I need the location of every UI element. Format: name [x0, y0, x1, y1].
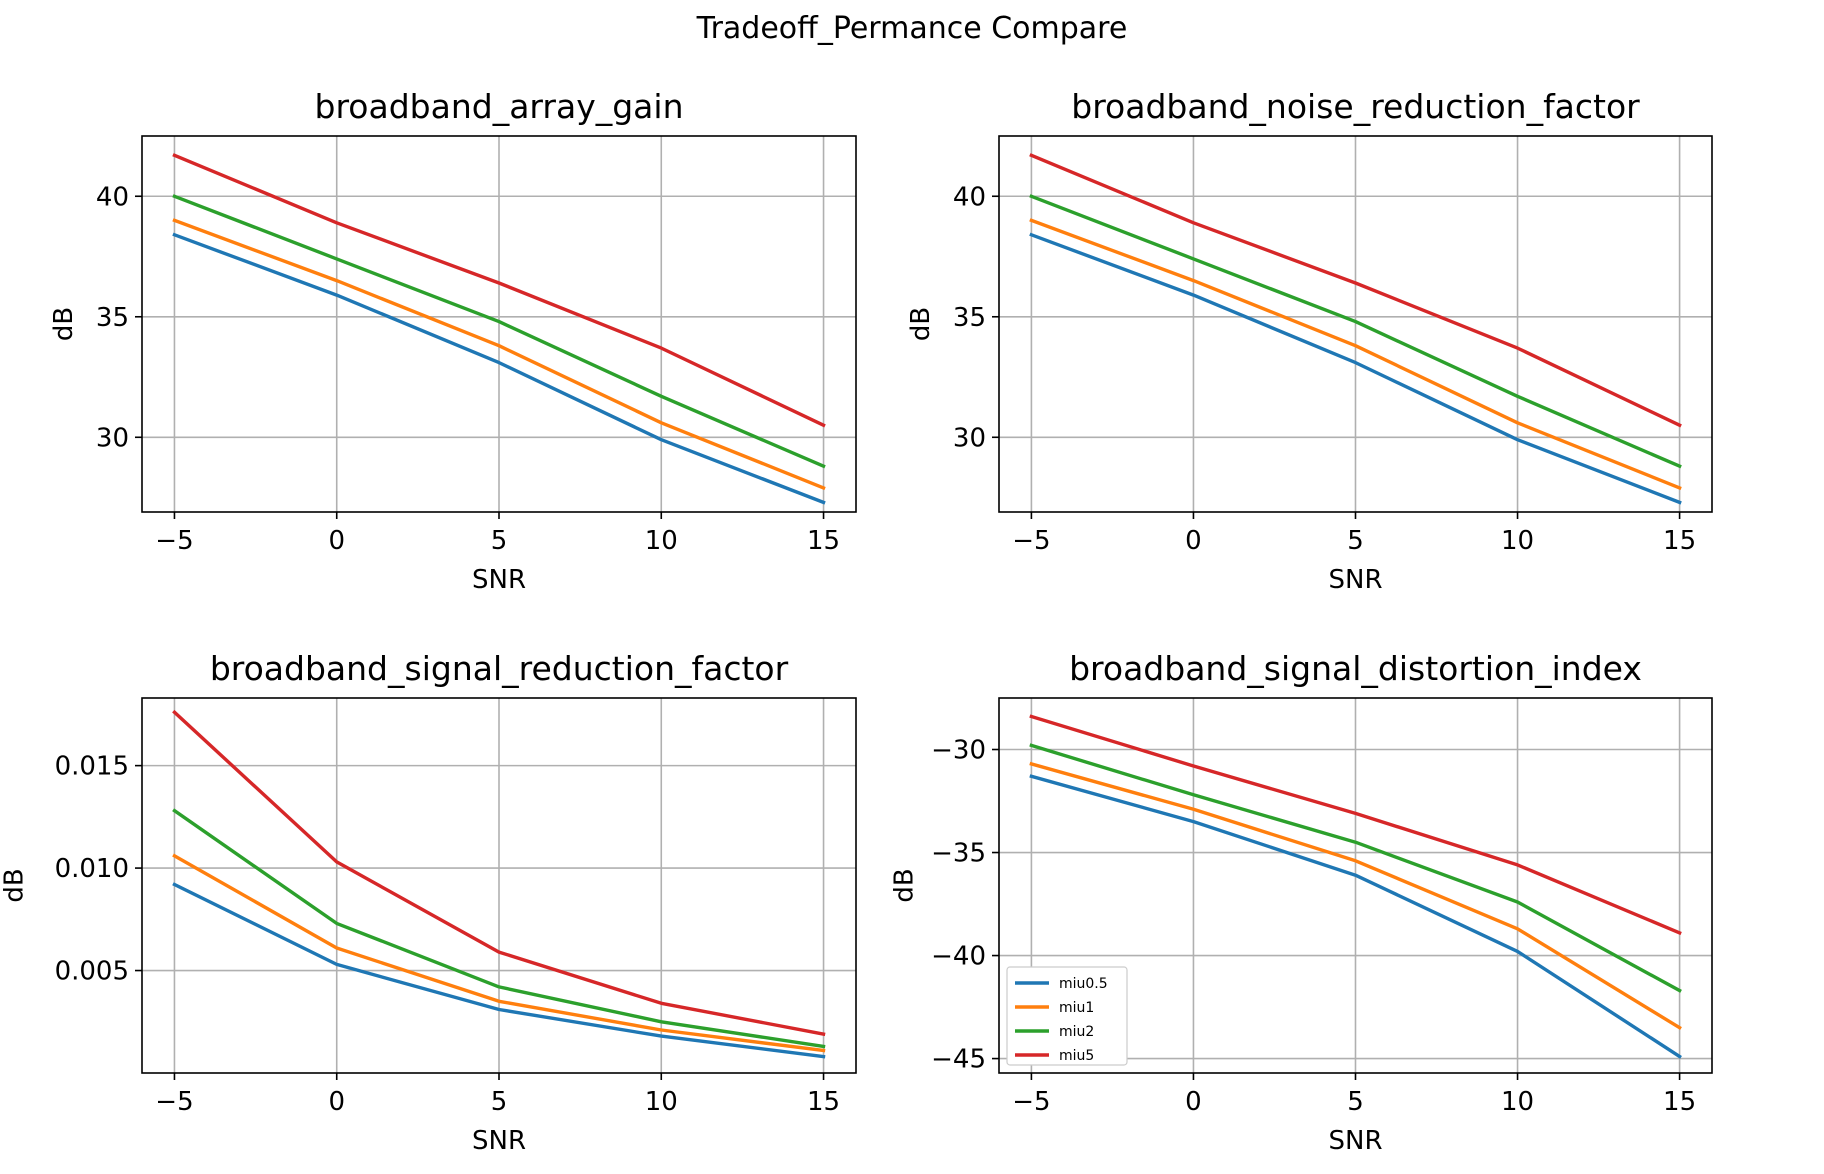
y-tick-label: 0.005 [55, 957, 129, 987]
x-tick-label: 5 [1347, 1087, 1364, 1117]
x-tick-label: 15 [807, 1087, 840, 1117]
series-line-miu1 [172, 853, 826, 1053]
subplot-title: broadband_array_gain [315, 87, 684, 126]
x-tick-label: 5 [1347, 526, 1364, 556]
y-tick-label: −40 [931, 942, 986, 972]
subplot-2: −5 0 5 10 15 30 35 40 broadband_noise_reduction_… [906, 87, 1713, 595]
series-line-miu5 [1029, 714, 1682, 936]
x-axis-label: SNR [472, 1126, 526, 1156]
x-tick-label: 0 [328, 1087, 345, 1117]
series-line-miu2 [1029, 743, 1682, 993]
series-line-miu0.5 [1029, 774, 1682, 1059]
subplot-1: −5 0 5 10 15 30 35 40 broadband_array_gain SNR dB [49, 87, 857, 595]
subplot-title: broadband_noise_reduction_factor [1071, 87, 1640, 126]
y-tick-label: 35 [953, 303, 986, 333]
subplot-title: broadband_signal_reduction_factor [210, 649, 789, 688]
x-tick-label: 0 [328, 526, 345, 556]
subplot-4: −5 0 5 10 15 −45 −40 −35 −30 broadband_signal_dis… [890, 649, 1713, 1156]
subplot-title: broadband_signal_distortion_index [1069, 649, 1642, 688]
subplot-grid: −5 0 5 10 15303540broadband_array_gainSNRdB−… [0, 87, 1713, 1156]
series-line-miu0.5 [172, 882, 826, 1059]
figure-suptitle: Tradeoff_Permance Compare [696, 11, 1128, 46]
x-tick-label: 5 [491, 1087, 508, 1117]
y-tick-label: −30 [931, 736, 986, 766]
series-line-miu1 [1029, 761, 1682, 1031]
series-line-miu0.5 [172, 232, 826, 505]
x-tick-label: 15 [807, 526, 840, 556]
legend-frame [1006, 966, 1128, 1066]
y-axis-label: dB [0, 868, 30, 902]
x-tick-label: −5 [155, 1087, 193, 1117]
legend-label-miu1: miu1 [1059, 1000, 1094, 1016]
legend-label-miu2: miu2 [1059, 1024, 1094, 1040]
legend-label-miu0.5: miu0.5 [1059, 976, 1108, 992]
x-tick-label: 0 [1185, 526, 1202, 556]
x-tick-label: 10 [645, 1087, 678, 1117]
series-line-miu5 [172, 709, 826, 1037]
x-tick-label: −5 [1012, 1087, 1050, 1117]
y-tick-label: −35 [931, 839, 986, 869]
y-tick-label: 40 [96, 182, 129, 212]
series-line-miu5 [172, 153, 826, 428]
y-tick-label: 30 [953, 423, 986, 453]
x-tick-label: −5 [155, 526, 193, 556]
x-tick-label: −5 [1012, 526, 1050, 556]
x-axis-label: SNR [1328, 1126, 1382, 1156]
y-tick-label: 30 [96, 423, 129, 453]
x-tick-label: 5 [491, 526, 508, 556]
x-tick-label: 15 [1663, 1087, 1696, 1117]
series-line-miu0.5 [1029, 232, 1682, 505]
y-tick-label: −45 [931, 1045, 986, 1075]
y-tick-label: 0.010 [55, 854, 129, 884]
y-axis-label: dB [906, 307, 936, 341]
series-line-miu1 [172, 218, 826, 491]
x-axis-label: SNR [472, 565, 526, 595]
y-axis-label: dB [49, 307, 79, 341]
series-line-miu2 [172, 194, 826, 469]
x-tick-label: 15 [1663, 526, 1696, 556]
series-line-miu5 [1029, 153, 1682, 428]
series-line-miu2 [1029, 194, 1682, 469]
legend: miu0.5 miu1 miu2 miu5 [1006, 966, 1128, 1066]
y-tick-label: 0.015 [55, 752, 129, 782]
legend-label-miu5: miu5 [1059, 1048, 1094, 1064]
series-line-miu1 [1029, 218, 1682, 491]
series-line-miu2 [172, 808, 826, 1049]
x-tick-label: 10 [1501, 1087, 1534, 1117]
x-axis-label: SNR [1328, 565, 1382, 595]
x-tick-label: 10 [1501, 526, 1534, 556]
x-tick-label: 10 [645, 526, 678, 556]
y-tick-label: 35 [96, 303, 129, 333]
y-axis-label: dB [890, 868, 920, 902]
subplot-3: −5 0 5 10 15 0.005 0.010 0.015 broadband_signal_… [0, 649, 857, 1156]
y-tick-label: 40 [953, 182, 986, 212]
x-tick-label: 0 [1185, 1087, 1202, 1117]
